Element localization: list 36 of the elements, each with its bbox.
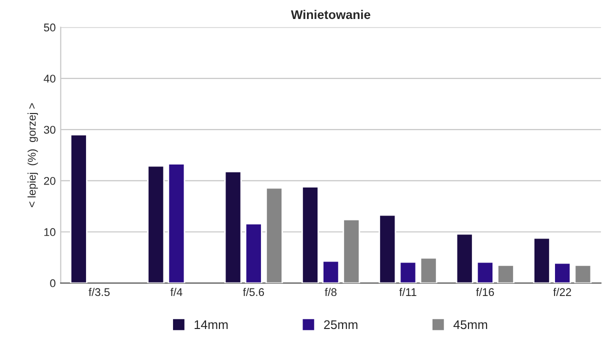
y-tick-label: 0 [50, 279, 56, 288]
legend-label: 14mm [194, 320, 228, 329]
bar [302, 186, 319, 284]
bar [497, 264, 514, 284]
x-tick-label: f/16 [476, 288, 494, 296]
bar [244, 223, 262, 284]
x-tick-label: f/4 [170, 288, 182, 296]
y-tick-label: 30 [44, 126, 56, 134]
bar [70, 134, 88, 284]
bar [399, 261, 417, 284]
bar [342, 218, 360, 284]
bar [168, 163, 186, 284]
x-tick-label: f/8 [324, 288, 337, 296]
legend-label: 25mm [324, 320, 358, 330]
y-axis-title: < lepiej (%) gorzej > [28, 103, 38, 208]
y-tick-label: 40 [44, 74, 56, 83]
x-tick-label: f/5.6 [242, 288, 264, 296]
bar [378, 214, 396, 284]
bar [322, 260, 340, 284]
bar [554, 262, 572, 284]
bar [456, 233, 474, 284]
x-tick-label: f/22 [553, 288, 572, 296]
y-tick-label: 50 [44, 24, 56, 32]
y-tick-label: 20 [44, 176, 56, 185]
legend-label: 45mm [453, 320, 488, 330]
bar [147, 165, 165, 284]
x-tick-label: f/11 [399, 288, 416, 296]
bar [224, 170, 242, 284]
bar [533, 237, 550, 284]
chart-title: Winietowanie [290, 10, 370, 20]
bar [266, 187, 283, 284]
bar [574, 264, 592, 284]
x-tick-label: f/3.5 [88, 288, 110, 296]
bar [420, 257, 438, 284]
bar [476, 261, 494, 284]
y-tick-label: 10 [44, 228, 56, 236]
